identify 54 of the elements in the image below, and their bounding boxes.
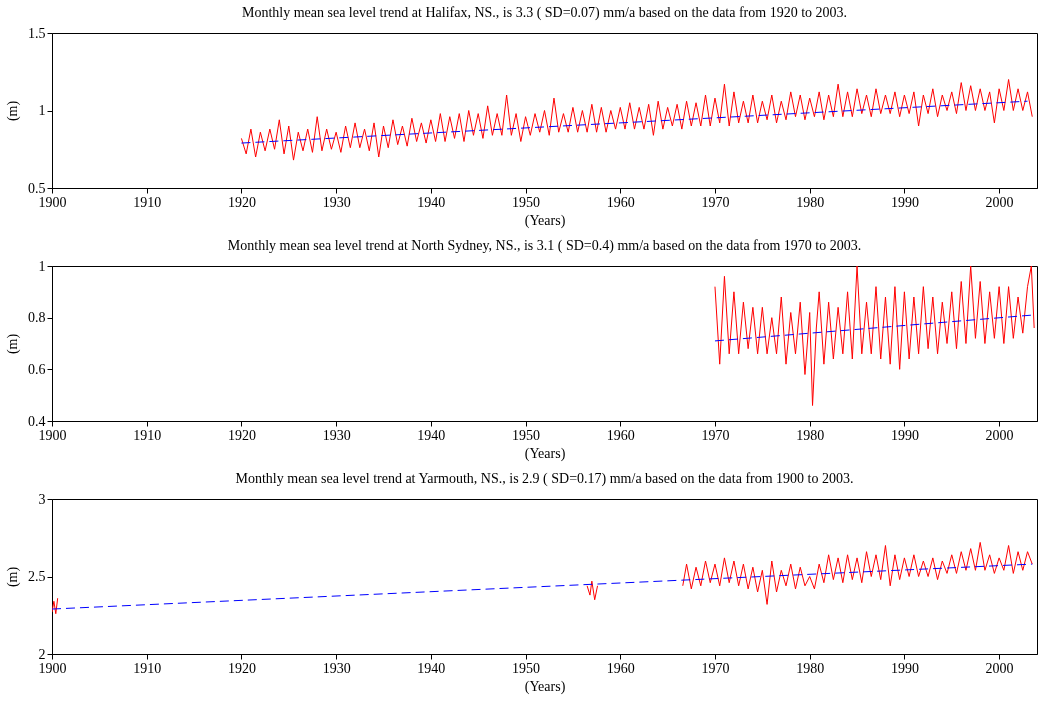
x-tick-label: 1960 — [606, 427, 635, 443]
x-tick-label: 1970 — [701, 427, 730, 443]
x-tick-label: 1910 — [133, 427, 162, 443]
x-tick-label: 2000 — [985, 194, 1014, 210]
x-tick-label: 1960 — [606, 194, 635, 210]
x-tick-label: 1980 — [796, 194, 825, 210]
y-axis-title: (m) — [5, 333, 21, 355]
x-axis-title: (Years) — [524, 445, 566, 462]
line-series — [714, 266, 1035, 406]
x-tick-label: 1950 — [512, 660, 541, 676]
x-tick-label: 1910 — [133, 660, 162, 676]
x-tick-label: 1900 — [38, 427, 67, 443]
y-tick-label: 2.5 — [28, 569, 46, 584]
x-tick-label: 1970 — [701, 194, 730, 210]
chart-title: Monthly mean sea level trend at North Sydney, NS., is 3.1 ( SD=0.4) mm/a based on the data from 1970 to 2003. — [227, 238, 862, 254]
x-axis-title: (Years) — [524, 212, 566, 229]
y-tick-label: 0.8 — [28, 310, 46, 326]
x-tick-label: 1960 — [606, 660, 635, 676]
x-tick-label: 1900 — [38, 194, 67, 210]
x-tick-label: 1940 — [417, 660, 446, 676]
y-tick-label: 0.5 — [28, 180, 46, 196]
y-tick-label: 1 — [38, 258, 46, 274]
x-tick-label: 1990 — [890, 660, 919, 676]
x-tick-label: 1990 — [890, 194, 919, 210]
x-axis-title: (Years) — [524, 678, 566, 695]
y-tick-label: 3 — [38, 491, 46, 507]
x-tick-label: 1910 — [133, 194, 162, 210]
x-tick-label: 1940 — [417, 194, 446, 210]
x-tick-label: 1900 — [38, 660, 67, 676]
y-tick-label: 1 — [38, 103, 46, 118]
chart-title: Monthly mean sea level trend at Halifax, NS., is 3.3 ( SD=0.07) mm/a based on the data from 1920 to 2003. — [241, 5, 848, 21]
x-tick-label: 1930 — [322, 660, 351, 676]
x-tick-label: 2000 — [985, 427, 1014, 443]
x-tick-label: 1950 — [512, 194, 541, 210]
x-tick-label: 1970 — [701, 660, 730, 676]
x-tick-label: 1920 — [227, 660, 256, 676]
y-axis-title: (m) — [5, 566, 21, 588]
x-tick-label: 1940 — [417, 427, 446, 443]
x-tick-label: 1920 — [227, 427, 256, 443]
y-tick-label: 2 — [38, 646, 46, 662]
x-tick-label: 1990 — [890, 427, 919, 443]
x-tick-label: 1920 — [227, 194, 256, 210]
y-axis-title: (m) — [5, 100, 21, 122]
line-series — [240, 79, 1033, 161]
x-tick-label: 1950 — [512, 427, 541, 443]
x-tick-label: 1930 — [322, 427, 351, 443]
x-tick-label: 1980 — [796, 427, 825, 443]
x-tick-label: 1930 — [322, 194, 351, 210]
y-tick-label: 0.6 — [28, 361, 46, 377]
x-tick-label: 1980 — [796, 660, 825, 676]
y-tick-label: 1.5 — [28, 25, 46, 41]
x-tick-label: 2000 — [985, 660, 1014, 676]
chart-title: Monthly mean sea level trend at Yarmouth, NS., is 2.9 ( SD=0.17) mm/a based on the data from 1900 to 2003. — [235, 471, 854, 487]
y-tick-label: 0.4 — [28, 413, 46, 429]
